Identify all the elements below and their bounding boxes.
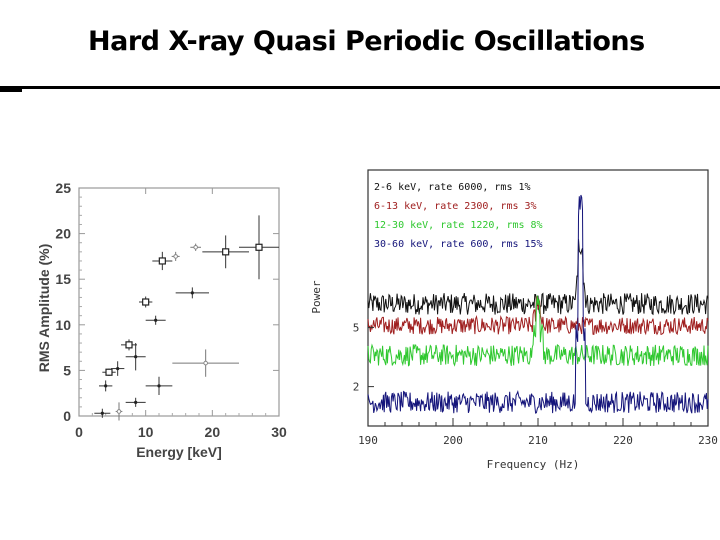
legend-entry: 12-30 keV, rate 1220, rms 8%: [374, 220, 543, 231]
data-point-square: [125, 341, 133, 349]
slide-title: Hard X-ray Quasi Periodic Oscillations: [88, 26, 645, 57]
x-tick-label: 230: [698, 434, 718, 447]
x-tick-label: 200: [443, 434, 463, 447]
x-tick-label: 0: [75, 424, 83, 440]
x-tick-label: 10: [138, 424, 154, 440]
y-axis-label: RMS Amplitude (%): [36, 244, 52, 373]
data-point-cross: [134, 400, 138, 404]
title-divider: [0, 86, 720, 89]
data-point-square: [158, 257, 166, 265]
title-divider-accent: [0, 89, 22, 92]
legend-bg: [372, 179, 550, 193]
y-tick-label: 5: [353, 322, 360, 335]
x-tick-label: 220: [613, 434, 633, 447]
legend-bg: [372, 198, 550, 212]
y-tick-label: 15: [55, 271, 71, 287]
series-line-1: [367, 239, 709, 316]
y-axis-label: Power: [310, 280, 323, 313]
series-line-3: [367, 295, 709, 367]
y-tick-label: 10: [55, 317, 71, 333]
data-point-faint: [193, 244, 198, 250]
data-point-cross: [100, 411, 104, 415]
data-point-faint: [203, 360, 208, 366]
x-tick-label: 210: [528, 434, 548, 447]
x-tick-label: 190: [358, 434, 378, 447]
data-point-square: [142, 298, 150, 306]
data-point-faint: [173, 254, 178, 259]
data-point-cross: [104, 384, 108, 388]
x-tick-label: 20: [205, 424, 221, 440]
data-point-cross: [116, 366, 120, 371]
x-axis-label: Energy [keV]: [136, 444, 222, 460]
y-tick-label: 2: [353, 381, 360, 394]
y-tick-label: 20: [55, 226, 71, 242]
series-line-4: [367, 194, 709, 414]
data-point-square: [222, 248, 230, 256]
data-point-square: [255, 243, 263, 251]
legend-entry: 6-13 keV, rate 2300, rms 3%: [374, 201, 537, 212]
data-point-cross: [134, 355, 138, 359]
y-tick-label: 5: [63, 362, 71, 378]
y-tick-label: 25: [55, 180, 71, 196]
data-point-square: [105, 368, 113, 376]
data-point-cross: [157, 384, 161, 388]
y-tick-label: 0: [63, 408, 71, 424]
x-tick-label: 30: [271, 424, 287, 440]
legend-entry: 2-6 keV, rate 6000, rms 1%: [374, 182, 531, 193]
legend-entry: 30-60 keV, rate 600, rms 15%: [374, 239, 543, 250]
series-line-2: [367, 296, 709, 336]
data-point-faint: [116, 409, 122, 414]
legend-bg: [372, 236, 550, 250]
x-axis-label: Frequency (Hz): [487, 458, 580, 471]
data-point-cross: [190, 291, 194, 295]
plot-frame: [78, 187, 280, 417]
legend-bg: [372, 217, 550, 231]
data-point-cross: [154, 318, 158, 322]
